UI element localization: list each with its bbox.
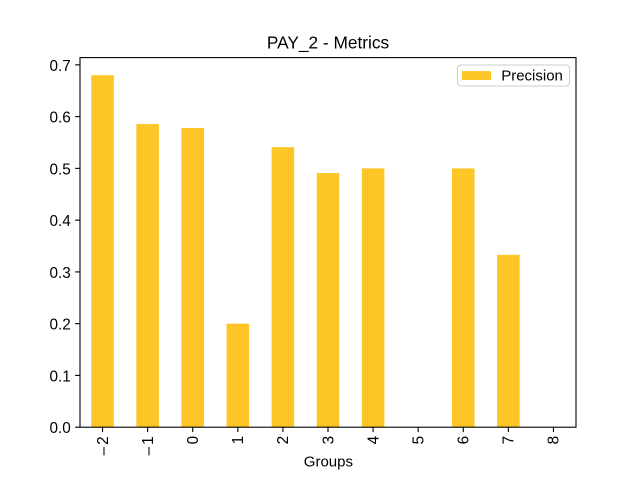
svg-text:0.5: 0.5 [50,161,71,178]
svg-text:1: 1 [230,436,247,445]
svg-text:7: 7 [501,436,518,445]
svg-text:Groups: Groups [304,454,353,471]
svg-text:0.6: 0.6 [50,110,71,127]
svg-text:0.0: 0.0 [50,420,71,437]
svg-text:Precision: Precision [501,68,563,85]
svg-text:8: 8 [546,436,563,445]
svg-text:5: 5 [410,436,427,445]
svg-text:0: 0 [185,436,202,445]
svg-text:2: 2 [275,436,292,445]
svg-text:0.4: 0.4 [50,213,72,230]
svg-text:0.7: 0.7 [50,58,71,75]
svg-text:0.3: 0.3 [50,265,71,282]
svg-text:–2: –2 [95,434,112,455]
svg-text:6: 6 [456,436,473,445]
svg-text:0.2: 0.2 [50,317,71,334]
svg-text:4: 4 [365,435,382,444]
svg-text:0.1: 0.1 [50,368,71,385]
svg-text:PAY_2 - Metrics: PAY_2 - Metrics [267,33,390,53]
svg-text:–1: –1 [140,434,157,455]
svg-text:3: 3 [320,436,337,445]
